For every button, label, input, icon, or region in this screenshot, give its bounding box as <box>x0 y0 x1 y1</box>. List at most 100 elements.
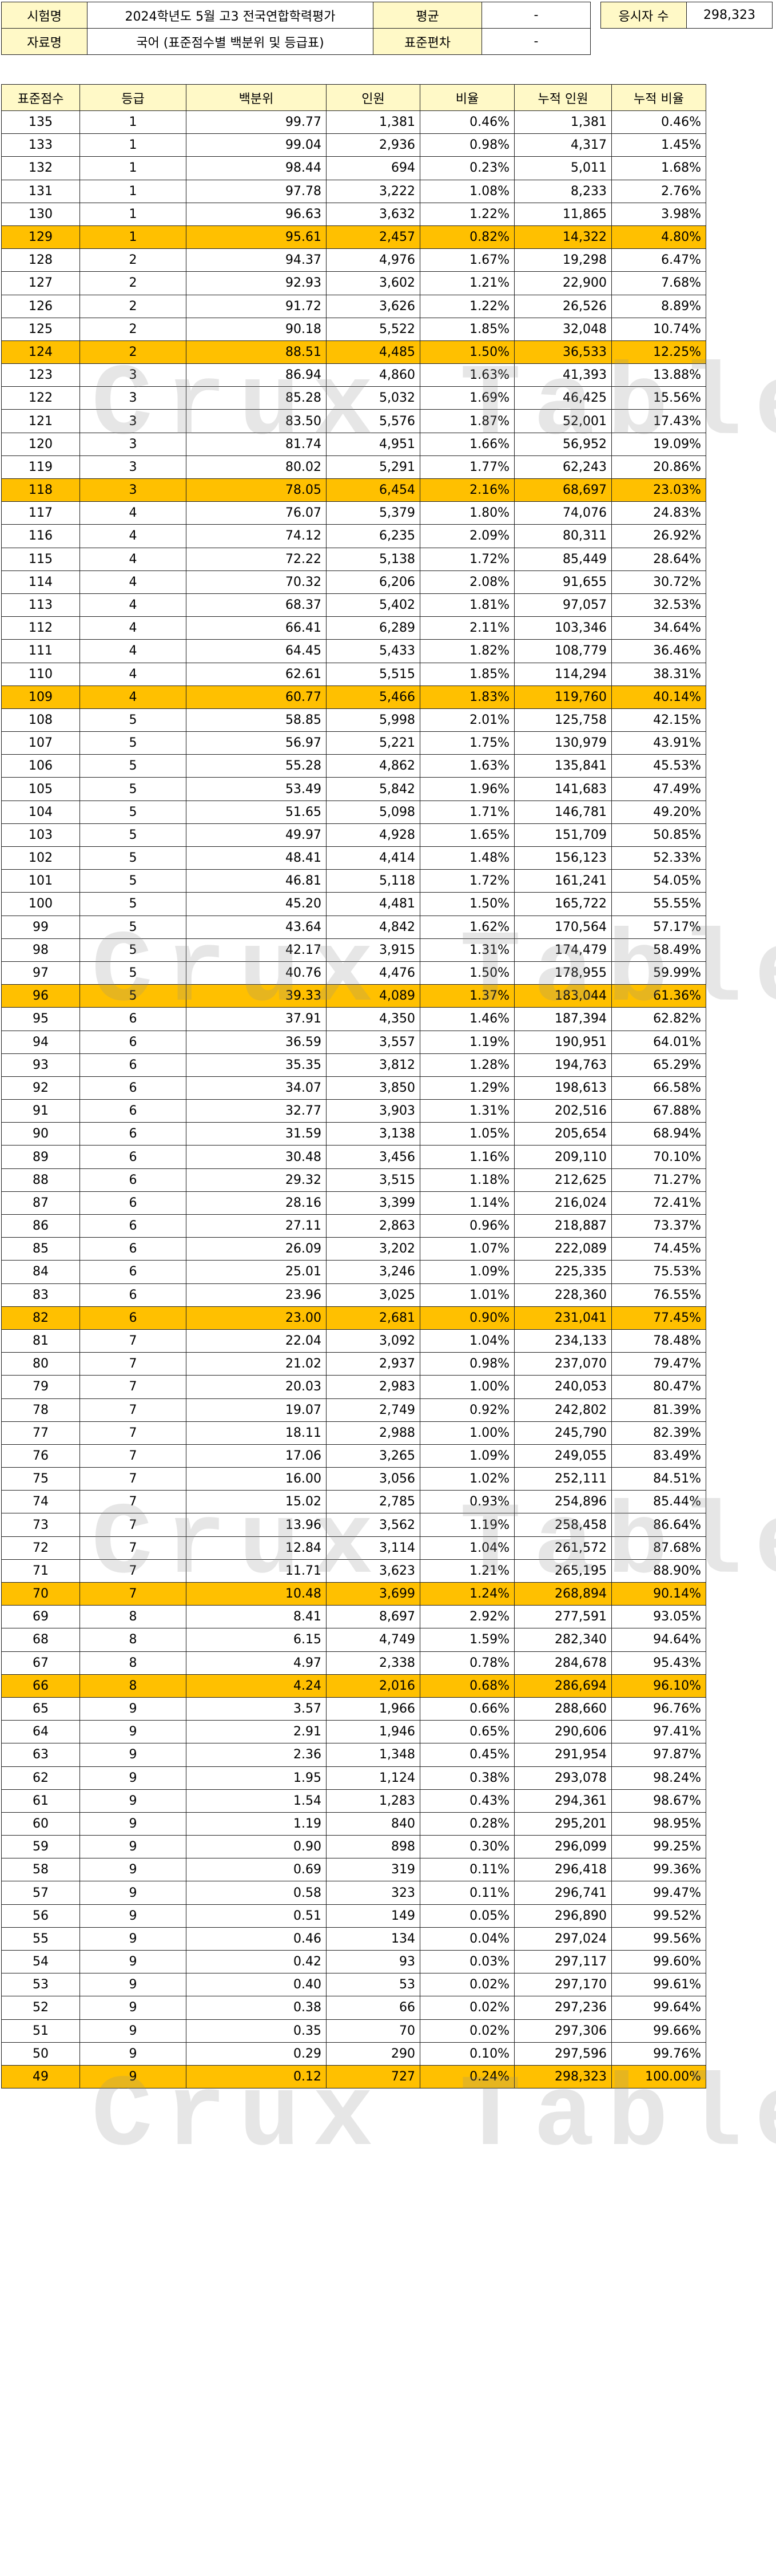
cell-standard-score: 109 <box>1 685 80 709</box>
cell-cumulative-count: 228,360 <box>514 1283 612 1307</box>
cell-grade: 9 <box>79 1973 186 1997</box>
cell-count: 66 <box>326 1996 420 2020</box>
cell-cumulative-ratio: 54.05% <box>611 869 706 893</box>
cell-count: 1,124 <box>326 1766 420 1790</box>
cell-ratio: 0.65% <box>420 1720 515 1744</box>
cell-ratio: 0.78% <box>420 1651 515 1675</box>
cell-count: 2,016 <box>326 1674 420 1698</box>
cell-grade: 3 <box>79 478 186 502</box>
cell-cumulative-ratio: 74.45% <box>611 1237 706 1261</box>
cell-cumulative-count: 261,572 <box>514 1536 612 1560</box>
cell-grade: 7 <box>79 1559 186 1583</box>
spacer <box>590 28 601 55</box>
cell-standard-score: 130 <box>1 202 80 226</box>
cell-percentile: 95.61 <box>186 225 327 249</box>
cell-grade: 7 <box>79 1421 186 1445</box>
cell-ratio: 1.21% <box>420 1559 515 1583</box>
cell-ratio: 1.80% <box>420 501 515 525</box>
cell-ratio: 1.50% <box>420 961 515 985</box>
cell-grade: 5 <box>79 938 186 962</box>
cell-cumulative-ratio: 13.88% <box>611 363 706 387</box>
table-row: 72 7 12.84 3,114 1.04% 261,572 87.68% <box>1 1536 706 1560</box>
cell-cumulative-ratio: 62.82% <box>611 1007 706 1031</box>
cell-standard-score: 115 <box>1 547 80 571</box>
cell-cumulative-ratio: 81.39% <box>611 1398 706 1422</box>
cell-percentile: 32.77 <box>186 1099 327 1123</box>
cell-ratio: 1.16% <box>420 1145 515 1169</box>
cell-count: 727 <box>326 2064 420 2089</box>
mean-label: 평균 <box>373 2 482 29</box>
cell-count: 2,936 <box>326 133 420 157</box>
table-row: 96 5 39.33 4,089 1.37% 183,044 61.36% <box>1 984 706 1008</box>
cell-percentile: 6.15 <box>186 1628 327 1652</box>
cell-count: 4,749 <box>326 1628 420 1652</box>
cell-standard-score: 88 <box>1 1168 80 1192</box>
cell-grade: 5 <box>79 984 186 1008</box>
cell-percentile: 94.37 <box>186 248 327 272</box>
exam-name-label: 시험명 <box>1 2 87 29</box>
cell-cumulative-count: 297,306 <box>514 2019 612 2043</box>
cell-percentile: 0.29 <box>186 2042 327 2066</box>
cell-count: 149 <box>326 1904 420 1928</box>
col-header-ratio: 비율 <box>420 84 515 111</box>
cell-ratio: 0.43% <box>420 1789 515 1813</box>
cell-cumulative-count: 11,865 <box>514 202 612 226</box>
cell-ratio: 1.14% <box>420 1191 515 1215</box>
cell-standard-score: 117 <box>1 501 80 525</box>
table-row: 54 9 0.42 93 0.03% 297,117 99.60% <box>1 1949 706 1974</box>
cell-standard-score: 68 <box>1 1628 80 1652</box>
cell-cumulative-count: 26,526 <box>514 294 612 318</box>
cell-percentile: 36.59 <box>186 1030 327 1054</box>
cell-standard-score: 105 <box>1 777 80 801</box>
cell-standard-score: 58 <box>1 1858 80 1882</box>
cell-percentile: 0.12 <box>186 2064 327 2089</box>
cell-standard-score: 71 <box>1 1559 80 1583</box>
cell-standard-score: 100 <box>1 892 80 916</box>
cell-standard-score: 128 <box>1 248 80 272</box>
cell-cumulative-count: 114,294 <box>514 662 612 686</box>
cell-count: 5,098 <box>326 800 420 824</box>
cell-percentile: 98.44 <box>186 156 327 180</box>
cell-cumulative-ratio: 4.80% <box>611 225 706 249</box>
cell-count: 3,602 <box>326 271 420 295</box>
table-row: 89 6 30.48 3,456 1.16% 209,110 70.10% <box>1 1145 706 1169</box>
cell-count: 5,032 <box>326 386 420 410</box>
cell-ratio: 2.01% <box>420 708 515 732</box>
cell-cumulative-ratio: 99.52% <box>611 1904 706 1928</box>
cell-percentile: 68.37 <box>186 593 327 617</box>
cell-grade: 9 <box>79 1835 186 1859</box>
cell-percentile: 48.41 <box>186 846 327 870</box>
cell-cumulative-ratio: 2.76% <box>611 179 706 203</box>
table-row: 86 6 27.11 2,863 0.96% 218,887 73.37% <box>1 1214 706 1238</box>
cell-standard-score: 122 <box>1 386 80 410</box>
cell-cumulative-count: 297,596 <box>514 2042 612 2066</box>
cell-percentile: 88.51 <box>186 340 327 364</box>
cell-cumulative-ratio: 42.15% <box>611 708 706 732</box>
cell-ratio: 0.28% <box>420 1812 515 1836</box>
table-row: 118 3 78.05 6,454 2.16% 68,697 23.03% <box>1 478 706 502</box>
cell-cumulative-ratio: 59.99% <box>611 961 706 985</box>
cell-percentile: 49.97 <box>186 823 327 847</box>
cell-cumulative-count: 198,613 <box>514 1076 612 1100</box>
cell-cumulative-count: 282,340 <box>514 1628 612 1652</box>
table-row: 122 3 85.28 5,032 1.69% 46,425 15.56% <box>1 386 706 410</box>
cell-count: 4,089 <box>326 984 420 1008</box>
cell-cumulative-ratio: 90.14% <box>611 1582 706 1606</box>
cell-grade: 9 <box>79 1812 186 1836</box>
cell-cumulative-ratio: 77.45% <box>611 1306 706 1330</box>
cell-count: 3,903 <box>326 1099 420 1123</box>
cell-cumulative-ratio: 99.64% <box>611 1996 706 2020</box>
cell-ratio: 1.09% <box>420 1260 515 1284</box>
cell-count: 3,114 <box>326 1536 420 1560</box>
table-row: 114 4 70.32 6,206 2.08% 91,655 30.72% <box>1 570 706 594</box>
table-row: 130 1 96.63 3,632 1.22% 11,865 3.98% <box>1 202 706 226</box>
cell-count: 1,381 <box>326 110 420 134</box>
cell-percentile: 90.18 <box>186 317 327 341</box>
cell-grade: 9 <box>79 1949 186 1974</box>
table-row: 53 9 0.40 53 0.02% 297,170 99.61% <box>1 1973 706 1997</box>
cell-ratio: 1.69% <box>420 386 515 410</box>
cell-cumulative-count: 91,655 <box>514 570 612 594</box>
cell-ratio: 0.92% <box>420 1398 515 1422</box>
cell-ratio: 1.29% <box>420 1076 515 1100</box>
cell-percentile: 64.45 <box>186 639 327 663</box>
